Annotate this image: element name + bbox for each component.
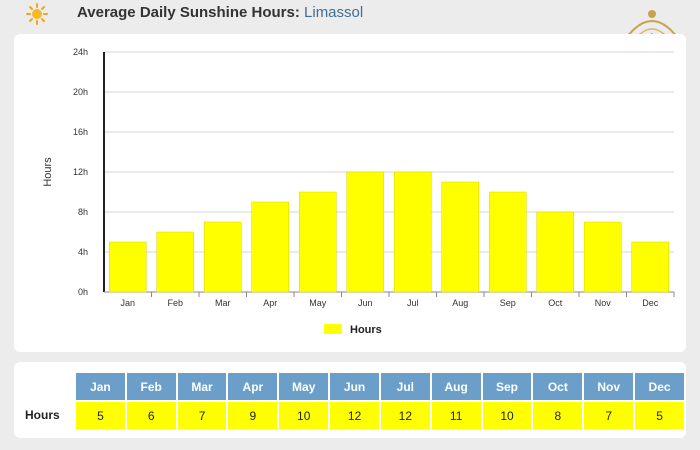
table-value-jan: 5: [76, 402, 125, 429]
table-value-may: 10: [279, 402, 329, 429]
table-value-apr: 9: [228, 402, 278, 429]
bar-sep: [488, 191, 527, 293]
table-value-row: 5 6 7 9 10 12 12 11 10 8 7 5: [76, 402, 684, 429]
page-title: Average Daily Sunshine Hours: Limassol: [77, 4, 363, 21]
table-value-nov: 7: [584, 402, 634, 429]
table-header-sep: Sep: [482, 373, 532, 400]
table-value-mar: 7: [177, 402, 227, 429]
x-tick-label: Jun: [358, 298, 373, 308]
table-value-aug: 11: [431, 402, 481, 429]
bar-oct: [536, 211, 575, 293]
bar-may: [298, 191, 337, 293]
bar-feb: [156, 231, 195, 293]
city-name: Limassol: [304, 4, 364, 21]
page-header: Average Daily Sunshine Hours: Limassol: [0, 0, 700, 28]
y-tick-label: 0h: [78, 287, 88, 297]
x-tick-label: Mar: [215, 298, 231, 308]
bar-dec: [631, 241, 670, 293]
bar-jul: [393, 171, 432, 293]
x-tick-label: Feb: [167, 298, 183, 308]
x-tick-label: Aug: [452, 298, 468, 308]
bar-aug: [441, 181, 480, 293]
legend-label: Hours: [350, 324, 382, 336]
x-tick-label: Nov: [595, 298, 612, 308]
x-tick-label: Dec: [642, 298, 659, 308]
y-tick-label: 8h: [78, 207, 88, 217]
table-row-label: Hours: [25, 408, 60, 422]
table-header-aug: Aug: [431, 373, 481, 400]
table-value-sep: 10: [482, 402, 532, 429]
y-tick-label: 12h: [73, 167, 88, 177]
table-header-jul: Jul: [380, 373, 430, 400]
table-header-mar: Mar: [177, 373, 227, 400]
x-tick-label: Oct: [548, 298, 563, 308]
table-header-feb: Feb: [126, 373, 176, 400]
x-tick-label: Sep: [500, 298, 516, 308]
table-header-jan: Jan: [76, 373, 125, 400]
table-header-nov: Nov: [584, 373, 634, 400]
table-value-jun: 12: [330, 402, 379, 429]
bar-nov: [583, 221, 622, 293]
data-table-card: Hours Jan Feb Mar Apr May Jun Jul Aug Sep Oct Nov D…: [14, 362, 686, 438]
table-header-dec: Dec: [635, 373, 684, 400]
bar-jun: [346, 171, 385, 293]
legend-swatch: [324, 324, 342, 334]
table-header-row: Jan Feb Mar Apr May Jun Jul Aug Sep Oct Nov Dec: [76, 373, 684, 400]
y-axis-label: Hours: [42, 157, 54, 187]
title-text: Average Daily Sunshine Hours:: [77, 4, 300, 21]
x-tick-label: May: [309, 298, 327, 308]
table-header-oct: Oct: [533, 373, 583, 400]
table-header-jun: Jun: [330, 373, 379, 400]
bar-jan: [108, 241, 147, 293]
table-value-jul: 12: [380, 402, 430, 429]
x-tick-label: Jul: [407, 298, 419, 308]
y-tick-label: 24h: [73, 47, 88, 57]
table-value-dec: 5: [635, 402, 684, 429]
bar-mar: [203, 221, 242, 293]
x-tick-label: Apr: [263, 298, 277, 308]
y-tick-label: 16h: [73, 127, 88, 137]
table-header-apr: Apr: [228, 373, 278, 400]
sunshine-bar-chart: 0h 4h 8h 12h 16h 20h 24h Hours Jan Feb Mar Apr May Ju…: [42, 47, 675, 336]
table-value-feb: 6: [126, 402, 176, 429]
y-tick-label: 20h: [73, 87, 88, 97]
y-tick-label: 4h: [78, 247, 88, 257]
chart-card: 0h 4h 8h 12h 16h 20h 24h Hours Jan Feb Mar Apr May Ju…: [14, 34, 686, 352]
x-tick-label: Jan: [120, 298, 135, 308]
table-header-may: May: [279, 373, 329, 400]
bar-apr: [251, 201, 290, 293]
sun-icon: [26, 3, 48, 25]
table-value-oct: 8: [533, 402, 583, 429]
